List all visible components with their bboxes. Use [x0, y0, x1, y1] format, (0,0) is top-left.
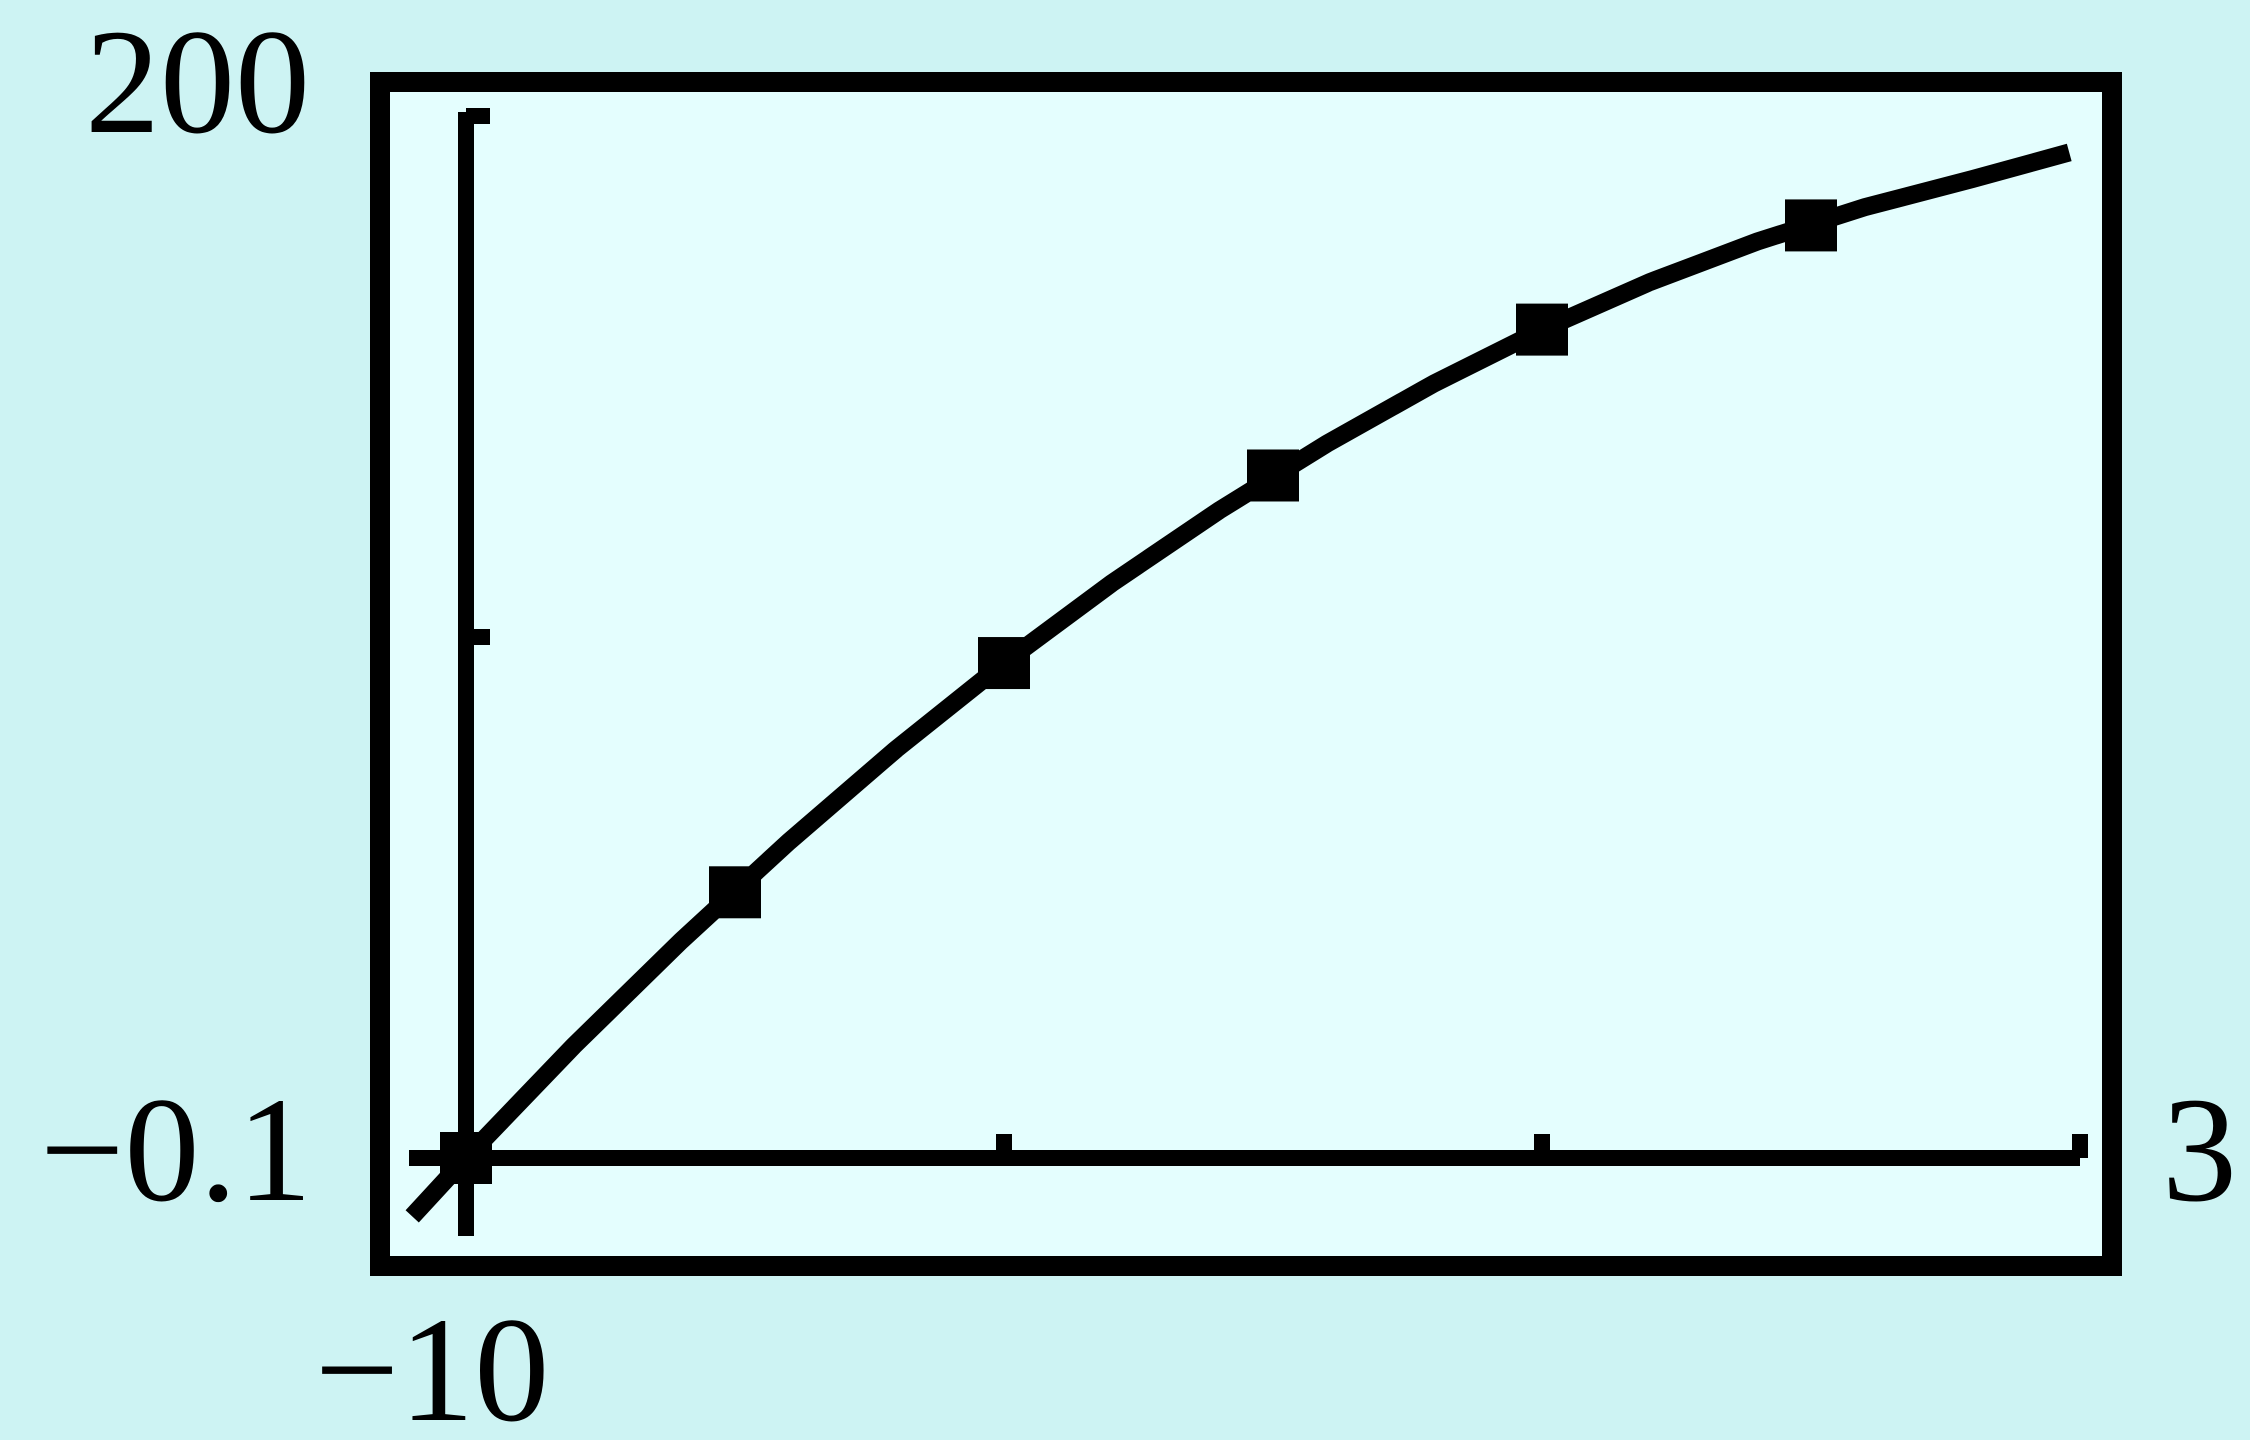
x-max-label: 3: [2162, 1067, 2237, 1233]
data-point: [1785, 199, 1837, 252]
x-min-label: −0.1: [40, 1067, 312, 1233]
x-tick: [1534, 1134, 1550, 1158]
data-point: [1247, 449, 1299, 502]
plot-frame: [370, 72, 2122, 1276]
data-point: [1516, 303, 1568, 356]
data-point: [709, 866, 761, 919]
y-max-label: 200: [85, 0, 310, 165]
y-tick: [466, 629, 490, 645]
x-tick: [2072, 1134, 2088, 1158]
data-point: [440, 1132, 492, 1184]
y-tick: [466, 108, 490, 124]
data-point: [978, 637, 1030, 690]
y-min-label: −10: [315, 1287, 550, 1440]
x-tick: [996, 1134, 1012, 1158]
